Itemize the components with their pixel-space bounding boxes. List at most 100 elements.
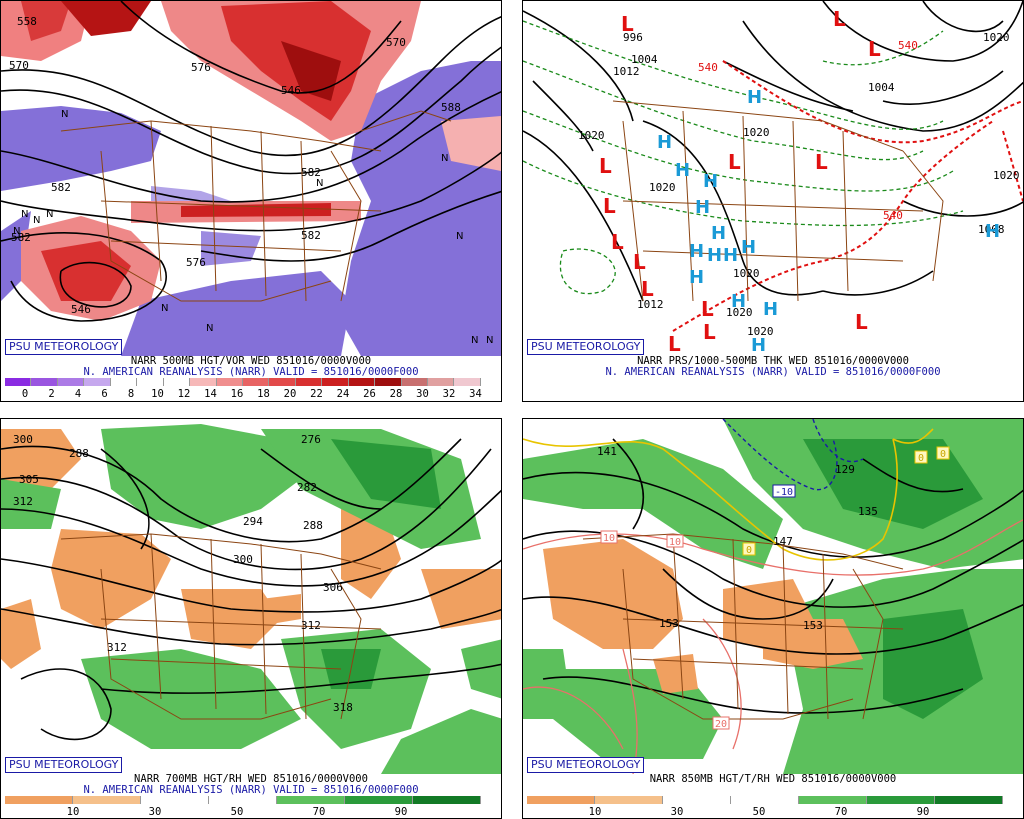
vorticity-positive-region <box>281 41 341 101</box>
colorbar-swatch <box>413 796 481 804</box>
high-pressure-marker: H <box>751 335 766 356</box>
n-marker: N <box>486 335 493 346</box>
colorbar-swatch <box>163 378 191 386</box>
high-pressure-marker: H <box>731 291 746 312</box>
contour-label: 282 <box>297 481 317 494</box>
n-marker: N <box>316 178 323 189</box>
vorticity-negative-region <box>121 271 351 356</box>
colorbar-swatch <box>110 378 138 386</box>
contour-label: 318 <box>333 701 353 714</box>
contour-label: 546 <box>281 84 301 97</box>
colorbar-swatch <box>242 378 270 386</box>
colorbar-tick-label: 90 <box>916 806 930 818</box>
low-pressure-marker: L <box>603 194 616 218</box>
contour-label: 153 <box>803 619 823 632</box>
height-contours <box>1 1 501 322</box>
colorbar-swatch <box>5 378 32 386</box>
state-borders <box>60 110 452 302</box>
isobar-label: 1004 <box>631 53 658 66</box>
low-pressure-marker: L <box>868 37 881 61</box>
high-pressure-marker: H <box>723 245 738 266</box>
contour-label: 300 <box>13 433 33 446</box>
colorbar-tick-label: 20 <box>283 388 297 400</box>
n-marker: N <box>21 209 28 220</box>
high-pressure-marker: H <box>985 221 1000 242</box>
colorbar-swatch <box>595 796 663 804</box>
contour-label: 558 <box>17 15 37 28</box>
colorbar-swatch <box>141 796 209 804</box>
colorbar-swatch <box>663 796 731 804</box>
cold-isotherms <box>722 419 864 491</box>
low-pressure-marker: L <box>833 7 846 31</box>
high-pressure-marker: H <box>689 267 704 288</box>
isobar-label: 1020 <box>649 181 676 194</box>
contour-label: 135 <box>858 505 878 518</box>
colorbar-swatch <box>345 796 413 804</box>
colorbar-swatch <box>454 378 481 386</box>
panel-valid-time: N. AMERICAN REANALYSIS (NARR) VALID = 85… <box>83 366 419 378</box>
n-marker: N <box>471 335 478 346</box>
psu-meteorology-badge: PSU METEOROLOGY <box>5 339 123 355</box>
panel-valid-time: N. AMERICAN REANALYSIS (NARR) VALID = 85… <box>605 366 941 378</box>
colorbar-tick-label: 14 <box>204 388 217 400</box>
isotherm-label: -10 <box>775 487 793 498</box>
high-pressure-marker: H <box>711 223 726 244</box>
colorbar-tick-label: 90 <box>394 806 408 818</box>
rh-moist-regions <box>1 424 501 774</box>
height-contours <box>1 438 501 741</box>
colorbar-swatch <box>867 796 935 804</box>
isotherm-label: 10 <box>669 537 681 548</box>
colorbar-tick-label: 34 <box>469 388 482 400</box>
contour-label: 582 <box>301 229 321 242</box>
colorbar-swatch <box>209 796 277 804</box>
contour-label: 576 <box>186 256 206 269</box>
psu-meteorology-badge: PSU METEOROLOGY <box>5 757 123 773</box>
high-pressure-marker: H <box>695 197 710 218</box>
panel-500mb-vorticity: 558 570 576 582 546 582 582 570 546 576 … <box>0 0 502 402</box>
contour-label: 300 <box>233 553 253 566</box>
panel-850mb-temperature-humidity: 129 135 147 141 153 153 10 10 0 0 0 -10 … <box>522 418 1024 819</box>
low-pressure-marker: L <box>599 154 612 178</box>
rh-colorbar-ticks: 10 30 50 70 90 <box>5 806 481 818</box>
colorbar-tick-label: 16 <box>230 388 244 400</box>
thickness-warm-lines <box>672 60 1023 332</box>
contour-label: 153 <box>659 617 679 630</box>
contour-label: 276 <box>301 433 321 446</box>
colorbar-swatch <box>31 378 58 386</box>
n-marker: N <box>206 323 213 334</box>
colorbar-tick-label: 22 <box>310 388 323 400</box>
vorticity-positive-region <box>181 203 331 217</box>
colorbar-swatch <box>799 796 867 804</box>
isobar-label: 1020 <box>743 126 770 139</box>
colorbar-swatch <box>348 378 376 386</box>
colorbar-swatch <box>57 378 85 386</box>
height-contours <box>523 438 1023 714</box>
colorbar-tick-label: 24 <box>336 388 350 400</box>
n-marker: N <box>456 231 463 242</box>
isobar-label: 1012 <box>637 298 664 311</box>
contour-label: 288 <box>303 519 323 532</box>
colorbar-tick-label: 30 <box>416 388 429 400</box>
colorbar-swatch <box>84 378 111 386</box>
vorticity-positive-region <box>61 1 151 36</box>
map-pressure: 1020 1020 1020 1020 1020 1020 1012 1004 … <box>523 1 1023 356</box>
isobar-label: 1012 <box>613 65 640 78</box>
vorticity-negative-region <box>1 106 161 191</box>
vorticity-positive-region <box>21 1 71 41</box>
n-marker: N <box>33 215 40 226</box>
thickness-label: 540 <box>698 61 718 74</box>
isotherm-label: 0 <box>940 449 946 460</box>
vorticity-colorbar-ticks: 0 2 4 6 8 10 12 14 16 18 20 22 24 26 28 30 32 34 <box>5 388 482 400</box>
rh-colorbar <box>5 796 481 804</box>
thickness-cold-lines <box>523 20 964 295</box>
colorbar-swatch <box>295 378 323 386</box>
contour-label: 312 <box>301 619 321 632</box>
colorbar-tick-label: 10 <box>588 806 602 818</box>
colorbar-swatch <box>137 378 164 386</box>
rh-moist-regions <box>523 419 1023 774</box>
rh-colorbar <box>527 796 1003 804</box>
high-pressure-marker: H <box>707 245 722 266</box>
high-pressure-marker: H <box>763 299 778 320</box>
low-pressure-marker: L <box>641 277 654 301</box>
contour-label: 582 <box>11 231 31 244</box>
